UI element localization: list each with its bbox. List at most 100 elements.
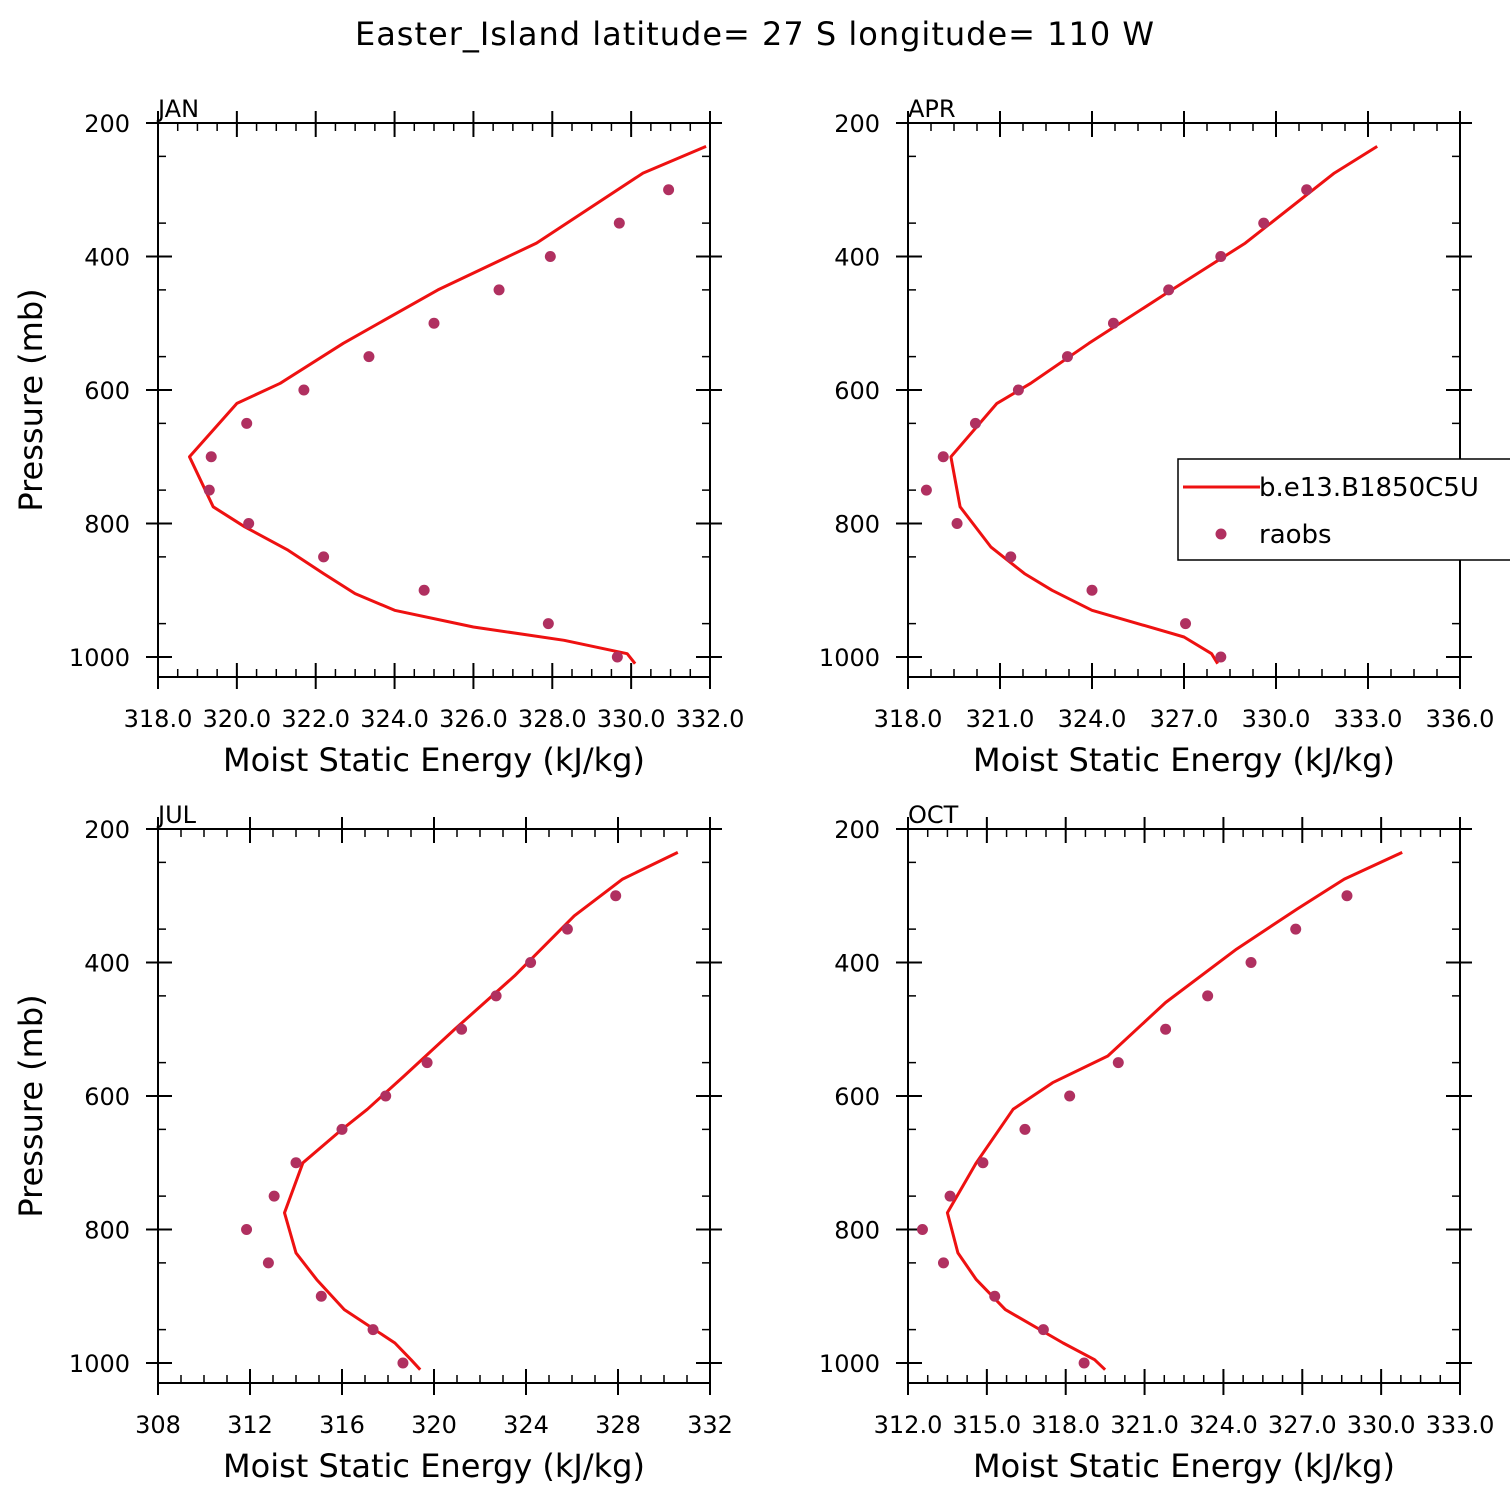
- plot-frame-apr: [907, 122, 1461, 678]
- x-tick-label: 327.0: [1150, 705, 1219, 733]
- raobs-point: [1301, 184, 1313, 196]
- x-tick-label: 332.0: [676, 705, 745, 733]
- y-tick-label: 600: [84, 1083, 130, 1111]
- raobs-point: [1160, 1023, 1172, 1035]
- raobs-point: [1012, 384, 1024, 396]
- raobs-point: [1258, 217, 1270, 229]
- raobs-point: [363, 351, 375, 363]
- raobs-point: [315, 1290, 327, 1302]
- raobs-point: [937, 1257, 949, 1269]
- y-tick-label: 1000: [69, 644, 130, 672]
- raobs-point: [1341, 890, 1353, 902]
- y-tick-label: 200: [834, 816, 880, 844]
- raobs-point: [1180, 618, 1192, 630]
- raobs-point: [561, 923, 573, 935]
- raobs-point: [613, 217, 625, 229]
- legend: b.e13.B1850C5U raobs: [1177, 458, 1510, 561]
- raobs-point: [920, 484, 932, 496]
- raobs-point: [542, 618, 554, 630]
- series-line-model: [188, 145, 707, 665]
- panel-oct: OCT 200 400 600 800 1000 312.0 315.0 318.0 321.0 3…: [819, 801, 1494, 1485]
- panel-label-jul: JUL: [156, 801, 197, 829]
- series-line-model: [949, 145, 1378, 665]
- raobs-point: [428, 317, 440, 329]
- x-tick-label: 321.0: [1110, 1411, 1179, 1439]
- x-tick-label: 336.0: [1426, 705, 1495, 733]
- x-tick-label: 324.0: [360, 705, 429, 733]
- y-tick-label: 800: [834, 1217, 880, 1245]
- x-tick-label: 321.0: [966, 705, 1035, 733]
- y-tick-label: 200: [834, 110, 880, 138]
- raobs-point: [1078, 1357, 1090, 1369]
- x-axis-label: Moist Static Energy (kJ/kg): [973, 1447, 1395, 1485]
- panels: JAN 200 400 600 800 1000 318.0 320.0 322.0 324.0 3…: [12, 95, 1494, 1485]
- legend-box: [1177, 458, 1510, 561]
- raobs-point: [1112, 1057, 1124, 1069]
- y-tick-label: 600: [834, 377, 880, 405]
- x-tick-label: 320: [411, 1411, 457, 1439]
- raobs-point: [1202, 990, 1214, 1002]
- series-line-model: [945, 851, 1403, 1371]
- raobs-point: [1290, 923, 1302, 935]
- x-tick-label: 324: [503, 1411, 549, 1439]
- x-tick-label: 330.0: [1242, 705, 1311, 733]
- x-tick-label: 320.0: [202, 705, 271, 733]
- raobs-point: [544, 251, 556, 262]
- raobs-point: [610, 890, 622, 902]
- raobs-point: [268, 1190, 280, 1202]
- x-tick-label: 326.0: [439, 705, 508, 733]
- y-tick-label: 400: [834, 244, 880, 272]
- raobs-point: [1163, 284, 1175, 296]
- raobs-point: [1037, 1324, 1049, 1336]
- raobs-point: [989, 1290, 1001, 1302]
- y-tick-label: 200: [84, 110, 130, 138]
- x-tick-label: 318.0: [1031, 1411, 1100, 1439]
- x-tick-label: 328: [595, 1411, 641, 1439]
- legend-label-raobs: raobs: [1259, 520, 1332, 550]
- raobs-point: [951, 518, 963, 529]
- raobs-point: [418, 584, 430, 596]
- x-tick-label: 324.0: [1058, 705, 1127, 733]
- y-tick-label: 400: [84, 950, 130, 978]
- raobs-point: [1245, 957, 1257, 968]
- x-tick-label: 318.0: [124, 705, 193, 733]
- raobs-point: [243, 518, 255, 529]
- x-tick-label: 333.0: [1426, 1411, 1495, 1439]
- raobs-point: [298, 384, 310, 396]
- y-tick-label: 1000: [819, 644, 880, 672]
- y-tick-label: 1000: [69, 1350, 130, 1378]
- y-tick-label: 400: [84, 244, 130, 272]
- raobs-point: [969, 417, 981, 429]
- data-layer-oct: [916, 851, 1403, 1371]
- panel-jan: JAN 200 400 600 800 1000 318.0 320.0 322.0 324.0 3…: [12, 95, 744, 779]
- raobs-point: [1107, 317, 1119, 329]
- y-tick-label: 600: [834, 1083, 880, 1111]
- x-tick-label: 315.0: [952, 1411, 1021, 1439]
- x-tick-label: 318.0: [874, 705, 943, 733]
- x-tick-label: 308: [135, 1411, 181, 1439]
- x-tick-label: 333.0: [1334, 705, 1403, 733]
- raobs-point: [1215, 651, 1227, 663]
- panel-label-jan: JAN: [156, 95, 199, 123]
- x-tick-label: 322.0: [281, 705, 350, 733]
- y-axis-label: Pressure (mb): [12, 994, 50, 1217]
- x-axis-label: Moist Static Energy (kJ/kg): [973, 741, 1395, 779]
- x-axis-label: Moist Static Energy (kJ/kg): [223, 1447, 645, 1485]
- x-axis-label: Moist Static Energy (kJ/kg): [223, 741, 645, 779]
- x-tick-label: 312: [227, 1411, 273, 1439]
- raobs-point: [1215, 251, 1227, 262]
- data-layer-jan: [188, 145, 707, 665]
- raobs-point: [1019, 1123, 1031, 1135]
- raobs-point: [336, 1123, 348, 1135]
- plot-frame-jul: [157, 828, 711, 1384]
- y-tick-label: 400: [834, 950, 880, 978]
- panel-apr: APR 200 400 600 800 1000 318.0 321.0 324.0 327.0 3…: [819, 95, 1494, 779]
- x-tick-label: 327.0: [1268, 1411, 1337, 1439]
- x-tick-label: 330.0: [1347, 1411, 1416, 1439]
- raobs-point: [380, 1090, 392, 1102]
- panel-label-oct: OCT: [908, 801, 959, 829]
- raobs-point: [203, 484, 215, 496]
- y-axis-label: Pressure (mb): [12, 288, 50, 511]
- raobs-point: [456, 1023, 468, 1035]
- x-tick-label: 312.0: [874, 1411, 943, 1439]
